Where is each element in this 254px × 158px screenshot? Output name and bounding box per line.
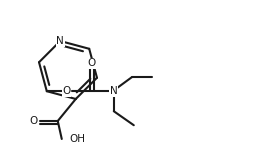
Text: N: N bbox=[110, 86, 118, 96]
Text: O: O bbox=[63, 86, 71, 96]
Text: N: N bbox=[56, 36, 64, 46]
Text: OH: OH bbox=[70, 134, 86, 144]
Text: O: O bbox=[30, 116, 38, 126]
Text: O: O bbox=[88, 58, 96, 68]
